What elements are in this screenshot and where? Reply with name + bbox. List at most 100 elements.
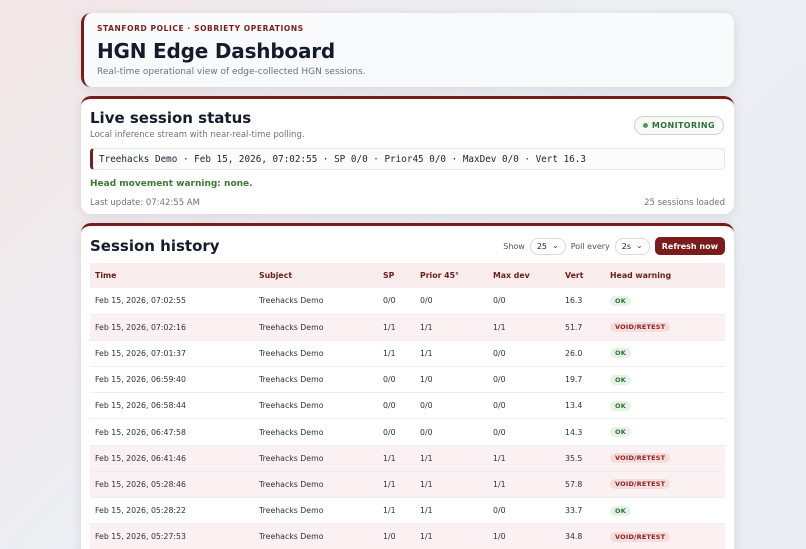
- cell-sp: 1/1: [383, 506, 396, 516]
- cell-prior45: 0/0: [420, 296, 433, 306]
- table-row[interactable]: Feb 15, 2026, 06:58:44 Treehacks Demo 0/0 0…: [90, 393, 725, 419]
- cell-maxdev: 0/0: [493, 348, 506, 358]
- cell-maxdev: 0/0: [493, 401, 506, 411]
- poll-interval-select[interactable]: 2s ⌄: [614, 237, 650, 255]
- history-controls: Show 25 ⌄ Poll every 2s ⌄ Refresh now: [503, 237, 725, 255]
- cell-time: Feb 15, 2026, 06:41:46: [95, 453, 186, 463]
- status-badge: VOID/RETEST: [610, 322, 671, 333]
- column-header-subject[interactable]: Subject: [259, 271, 293, 280]
- live-stream-text: Treehacks Demo · Feb 15, 2026, 07:02:55 …: [99, 153, 586, 165]
- monitoring-badge: MONITORING: [633, 116, 724, 135]
- cell-maxdev: 1/1: [493, 322, 506, 332]
- cell-maxdev: 0/0: [493, 375, 506, 385]
- column-header-maxdev[interactable]: Max dev: [493, 271, 530, 280]
- sessions-loaded-count: 25 sessions loaded: [644, 198, 725, 208]
- table-row[interactable]: Feb 15, 2026, 05:28:22 Treehacks Demo 1/1 1…: [90, 498, 725, 524]
- page-subtitle: Real-time operational view of edge-colle…: [97, 67, 366, 77]
- session-history-card: Session history Show 25 ⌄ Poll every 2s …: [81, 223, 734, 549]
- cell-time: Feb 15, 2026, 06:58:44: [95, 401, 186, 411]
- cell-time: Feb 15, 2026, 05:28:46: [95, 479, 186, 489]
- cell-time: Feb 15, 2026, 06:47:58: [95, 427, 186, 437]
- cell-head-warning: OK: [605, 393, 725, 419]
- cell-maxdev: 0/0: [493, 296, 506, 306]
- cell-vert: 34.8: [565, 532, 583, 542]
- cell-subject: Treehacks Demo: [259, 427, 324, 437]
- status-badge: OK: [610, 505, 631, 516]
- status-badge: OK: [610, 427, 631, 438]
- cell-sp: 1/1: [383, 479, 396, 489]
- cell-head-warning: OK: [605, 367, 725, 393]
- table-row[interactable]: Feb 15, 2026, 07:01:37 Treehacks Demo 1/1 1…: [90, 340, 725, 367]
- last-update: Last update: 07:42:55 AM: [90, 198, 200, 208]
- cell-sp: 0/0: [383, 427, 396, 437]
- column-header-sp[interactable]: SP: [383, 271, 395, 280]
- cell-head-warning: VOID/RETEST: [605, 471, 725, 497]
- cell-head-warning: OK: [605, 288, 725, 314]
- column-header-time[interactable]: Time: [95, 271, 117, 280]
- cell-vert: 35.5: [565, 453, 583, 463]
- status-badge: VOID/RETEST: [610, 479, 671, 490]
- cell-subject: Treehacks Demo: [259, 506, 324, 516]
- table-row[interactable]: Feb 15, 2026, 05:28:46 Treehacks Demo 1/1 1…: [90, 471, 725, 498]
- cell-vert: 14.3: [565, 427, 583, 437]
- cell-subject: Treehacks Demo: [259, 453, 324, 463]
- column-header-head-warning[interactable]: Head warning: [610, 271, 672, 280]
- live-footer: Last update: 07:42:55 AM 25 sessions loa…: [90, 198, 725, 208]
- show-count-select[interactable]: 25 ⌄: [529, 237, 566, 255]
- cell-subject: Treehacks Demo: [259, 296, 324, 306]
- session-history-title: Session history: [90, 237, 220, 255]
- table-row[interactable]: Feb 15, 2026, 07:02:16 Treehacks Demo 1/1 1…: [90, 314, 725, 341]
- cell-head-warning: OK: [605, 419, 725, 445]
- table-row[interactable]: Feb 15, 2026, 06:41:46 Treehacks Demo 1/1 1…: [90, 445, 725, 472]
- status-badge: VOID/RETEST: [610, 453, 671, 464]
- chevron-down-icon: ⌄: [552, 241, 559, 250]
- cell-prior45: 1/1: [420, 479, 433, 489]
- live-status-card: Live session status Local inference stre…: [81, 96, 734, 214]
- cell-vert: 13.4: [565, 401, 583, 411]
- status-badge: OK: [610, 348, 631, 359]
- cell-head-warning: OK: [605, 340, 725, 366]
- cell-maxdev: 1/1: [493, 453, 506, 463]
- cell-maxdev: 1/0: [493, 532, 506, 542]
- chevron-down-icon: ⌄: [636, 241, 643, 250]
- cell-subject: Treehacks Demo: [259, 401, 324, 411]
- cell-prior45: 1/1: [420, 532, 433, 542]
- cell-time: Feb 15, 2026, 07:01:37: [95, 348, 186, 358]
- show-label: Show: [503, 241, 525, 251]
- cell-prior45: 0/0: [420, 427, 433, 437]
- table-row[interactable]: Feb 15, 2026, 07:02:55 Treehacks Demo 0/0 0…: [90, 288, 725, 315]
- status-dot-icon: [642, 123, 648, 128]
- column-header-prior45[interactable]: Prior 45°: [420, 271, 459, 280]
- cell-prior45: 1/1: [420, 453, 433, 463]
- cell-maxdev: 0/0: [493, 506, 506, 516]
- cell-sp: 0/0: [383, 401, 396, 411]
- cell-subject: Treehacks Demo: [259, 479, 324, 489]
- header-card: STANFORD POLICE · SOBRIETY OPERATIONS HG…: [81, 13, 734, 87]
- org-kicker: STANFORD POLICE · SOBRIETY OPERATIONS: [97, 24, 304, 33]
- cell-vert: 19.7: [565, 375, 583, 385]
- column-header-vert[interactable]: Vert: [565, 271, 584, 280]
- cell-maxdev: 1/1: [493, 479, 506, 489]
- cell-time: Feb 15, 2026, 05:27:53: [95, 532, 186, 542]
- cell-prior45: 1/1: [420, 348, 433, 358]
- session-history-table: Time Subject SP Prior 45° Max dev Vert H…: [90, 263, 725, 549]
- cell-sp: 0/0: [383, 296, 396, 306]
- cell-sp: 1/1: [383, 348, 396, 358]
- cell-prior45: 1/1: [420, 322, 433, 332]
- cell-head-warning: OK: [605, 498, 725, 524]
- cell-maxdev: 0/0: [493, 427, 506, 437]
- cell-subject: Treehacks Demo: [259, 348, 324, 358]
- cell-vert: 51.7: [565, 322, 583, 332]
- refresh-now-button[interactable]: Refresh now: [654, 237, 725, 255]
- cell-time: Feb 15, 2026, 06:59:40: [95, 375, 186, 385]
- cell-head-warning: VOID/RETEST: [605, 445, 725, 471]
- cell-vert: 26.0: [565, 348, 583, 358]
- table-row[interactable]: Feb 15, 2026, 06:59:40 Treehacks Demo 0/0 1…: [90, 367, 725, 393]
- cell-prior45: 0/0: [420, 401, 433, 411]
- session-history-rows: Feb 15, 2026, 07:02:55 Treehacks Demo 0/0 0…: [90, 288, 725, 549]
- cell-time: Feb 15, 2026, 07:02:55: [95, 296, 186, 306]
- poll-label: Poll every: [570, 241, 610, 251]
- table-row[interactable]: Feb 15, 2026, 05:27:53 Treehacks Demo 1/0 1…: [90, 523, 725, 549]
- cell-sp: 1/1: [383, 453, 396, 463]
- table-row[interactable]: Feb 15, 2026, 06:47:58 Treehacks Demo 0/0 0…: [90, 419, 725, 446]
